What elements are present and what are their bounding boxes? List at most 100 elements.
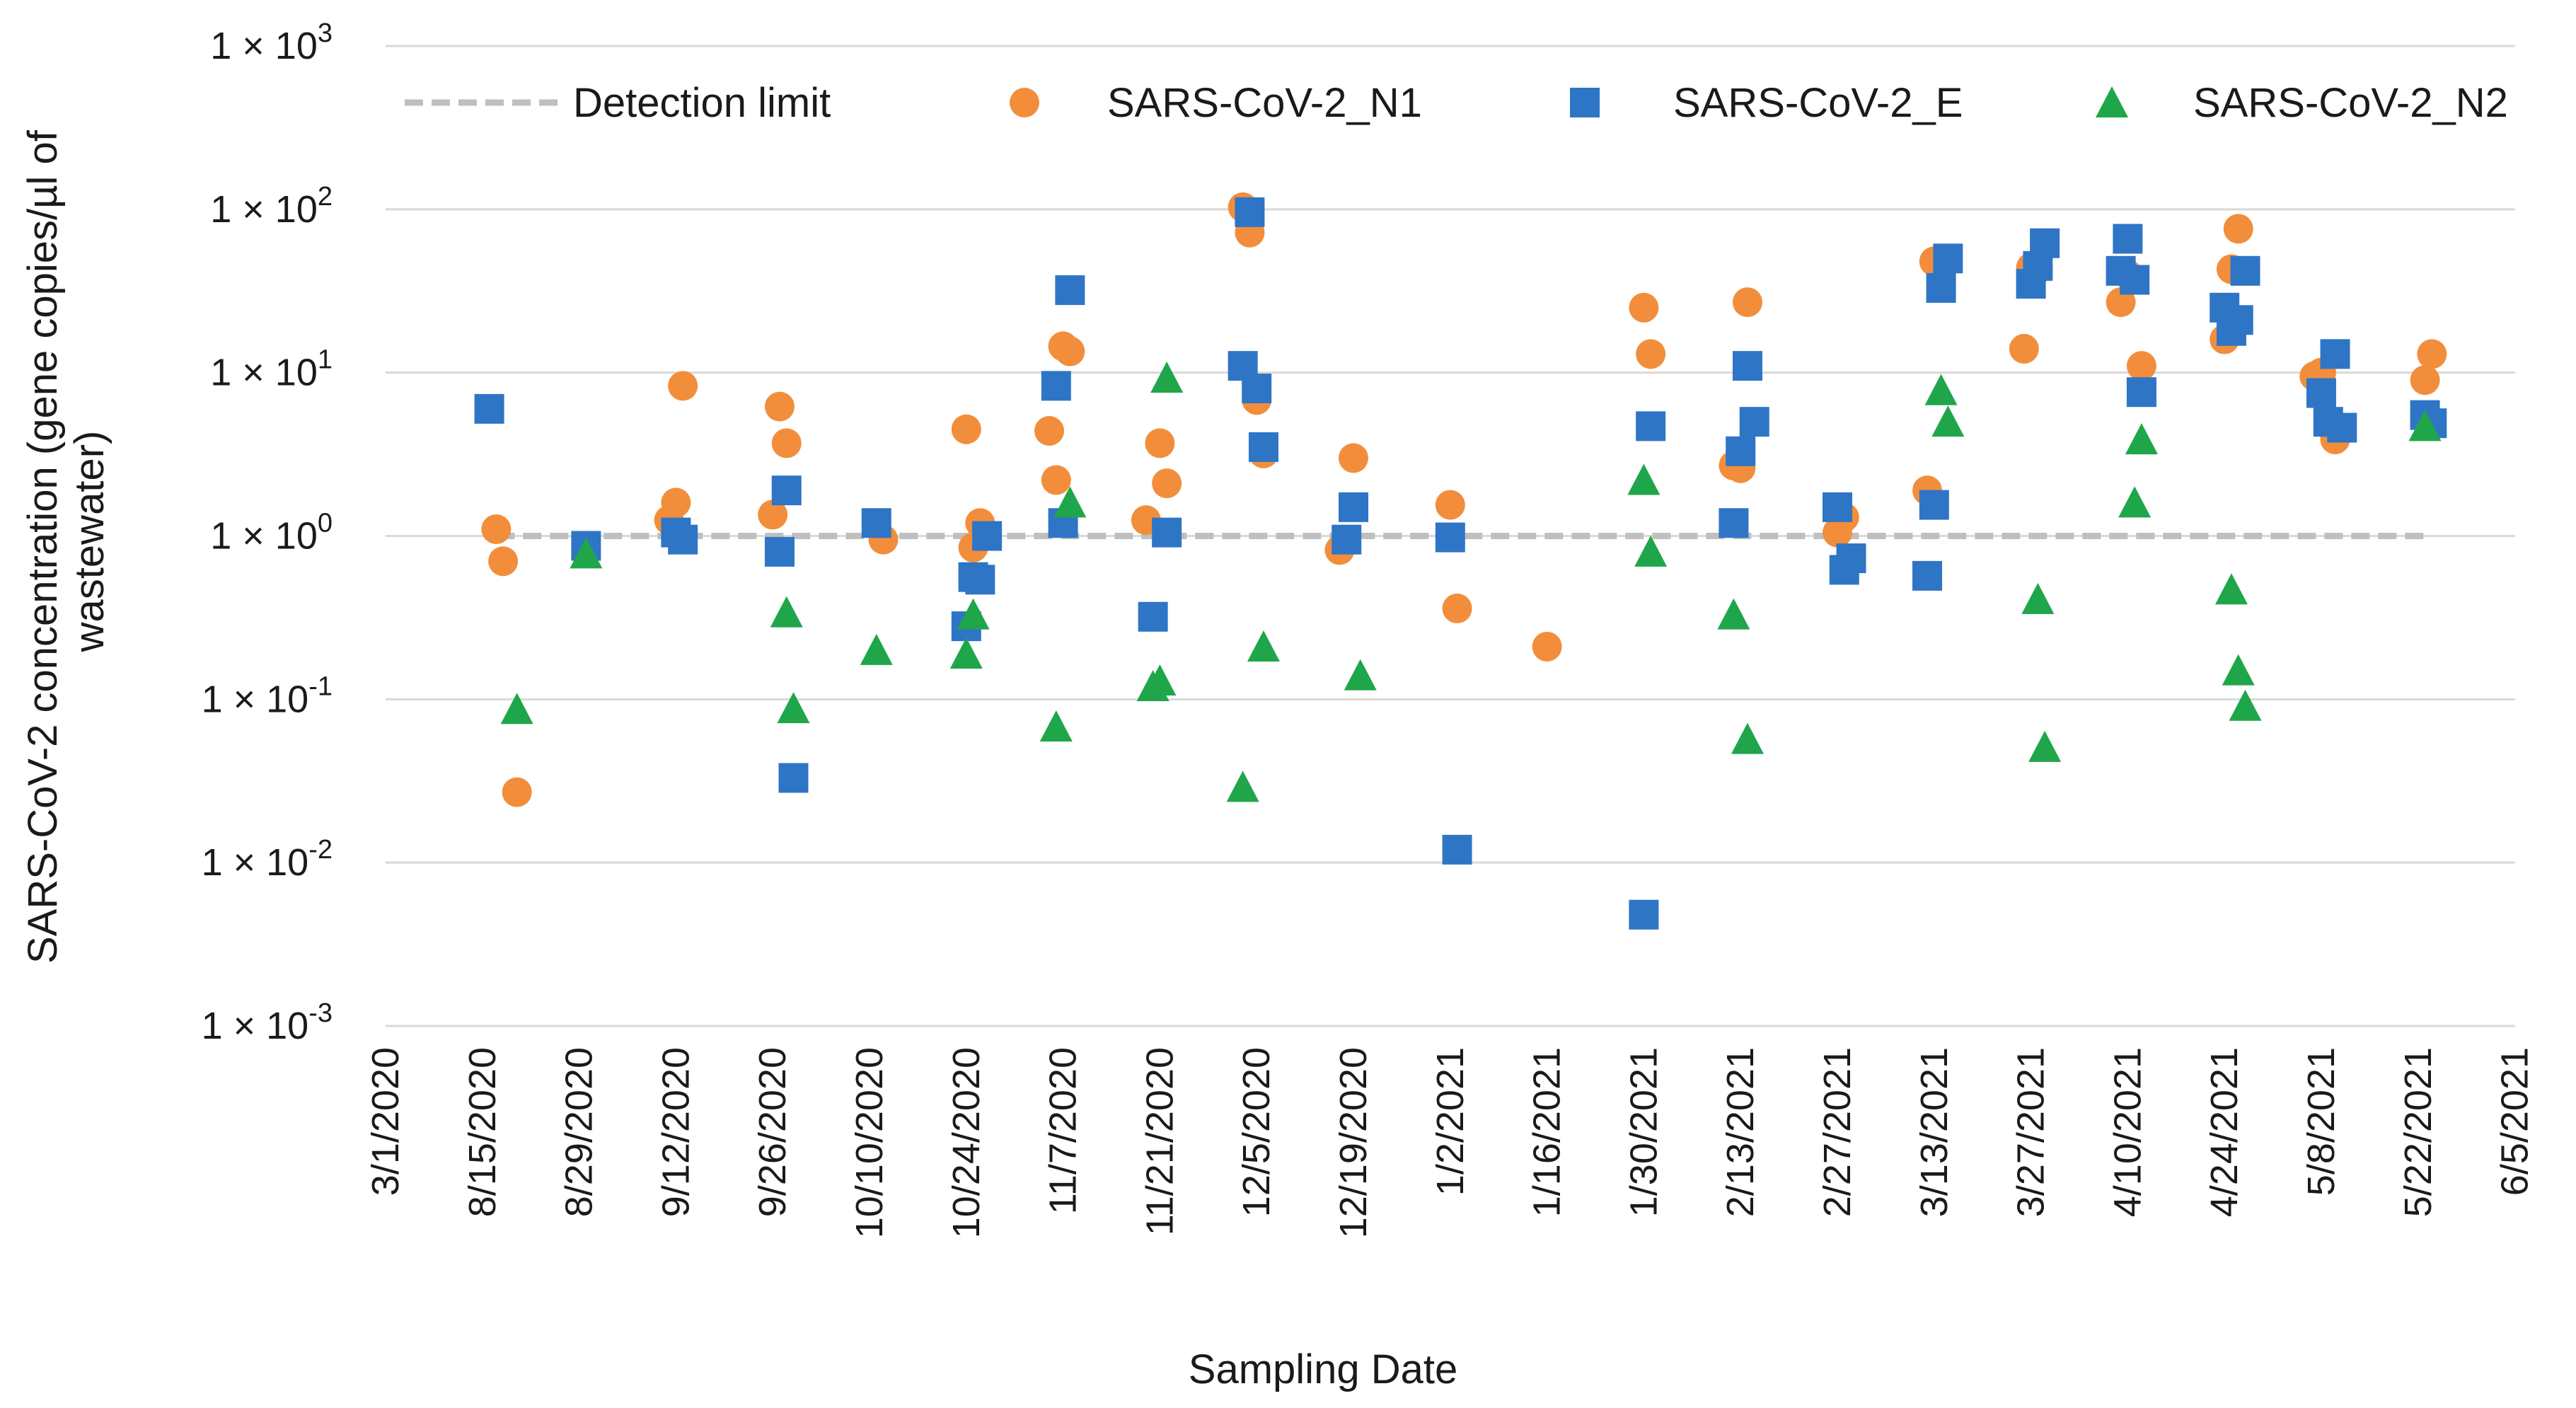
- point-triangle: [2222, 654, 2255, 686]
- point-square: [972, 521, 1003, 551]
- point-circle: [2106, 287, 2136, 318]
- point-circle: [1339, 443, 1368, 473]
- point-square: [1912, 560, 1943, 591]
- legend-label-square: SARS-CoV-2_E: [1673, 80, 1963, 126]
- point-triangle: [500, 693, 533, 725]
- point-circle: [1442, 593, 1472, 623]
- x-tick-label: 3/27/2021: [2010, 1047, 2052, 1217]
- point-square: [668, 524, 698, 555]
- x-tick-label: 1/2/2021: [1429, 1047, 1472, 1196]
- x-tick-label: 9/26/2020: [751, 1047, 794, 1217]
- point-square: [764, 536, 795, 567]
- point-triangle: [2021, 582, 2055, 614]
- point-circle: [1532, 631, 1562, 662]
- legend-label-circle: SARS-CoV-2_N1: [1107, 80, 1422, 126]
- point-square: [474, 393, 504, 424]
- point-square: [2120, 265, 2150, 295]
- point-circle: [2009, 333, 2039, 364]
- x-tick-label: 11/21/2020: [1138, 1047, 1181, 1235]
- point-square: [2230, 255, 2260, 286]
- point-circle: [661, 487, 691, 518]
- x-tick-label: 8/29/2020: [558, 1047, 601, 1217]
- point-square: [1055, 275, 1085, 306]
- point-square: [2327, 412, 2357, 443]
- point-circle: [481, 514, 512, 544]
- point-circle: [2223, 214, 2253, 244]
- y-tick-label: 1 × 100: [210, 509, 333, 558]
- point-circle: [1041, 465, 1071, 495]
- point-square: [771, 475, 802, 506]
- legend-label-triangle: SARS-CoV-2_N2: [2193, 80, 2508, 126]
- point-triangle: [770, 596, 803, 628]
- point-triangle: [2028, 730, 2062, 762]
- x-tick-label: 1/30/2021: [1622, 1047, 1665, 1217]
- x-tick-label: 4/10/2021: [2106, 1047, 2149, 1217]
- point-circle: [771, 428, 802, 458]
- point-square: [778, 763, 809, 793]
- point-square: [2223, 305, 2253, 335]
- point-triangle: [1731, 722, 1764, 754]
- x-tick-label: 2/13/2021: [1719, 1047, 1762, 1217]
- point-circle: [1629, 292, 1659, 323]
- point-triangle: [1039, 710, 1073, 741]
- point-square: [861, 508, 891, 538]
- x-tick-label: 8/15/2020: [461, 1047, 504, 1217]
- point-square: [1629, 899, 1659, 930]
- y-tick-label: 1 × 10-3: [202, 998, 333, 1047]
- point-square: [1242, 374, 1272, 404]
- point-circle: [1732, 287, 1762, 318]
- point-square: [1823, 492, 1852, 522]
- point-triangle: [1247, 630, 1280, 662]
- point-triangle: [1344, 659, 1377, 691]
- point-square: [965, 565, 995, 595]
- point-square: [1041, 371, 1071, 401]
- point-square: [1732, 351, 1762, 381]
- point-triangle: [957, 598, 990, 630]
- point-triangle: [1150, 361, 1184, 393]
- point-circle: [502, 777, 532, 807]
- point-circle: [758, 500, 788, 530]
- point-square: [2030, 228, 2060, 258]
- point-square: [1726, 436, 1756, 466]
- point-circle: [2417, 339, 2447, 369]
- x-tick-label: 5/22/2021: [2397, 1047, 2439, 1217]
- point-circle: [1034, 415, 1065, 446]
- x-tick-label: 12/5/2020: [1235, 1047, 1278, 1217]
- point-square: [1248, 432, 1278, 462]
- point-triangle: [1634, 535, 1668, 567]
- point-square: [1739, 407, 1769, 437]
- data-points: [474, 192, 2447, 930]
- x-tick-label: 11/7/2020: [1042, 1047, 1085, 1214]
- point-triangle: [1053, 486, 1087, 518]
- point-square: [2126, 377, 2156, 408]
- y-tick-label: 1 × 102: [210, 182, 333, 231]
- x-tick-label: 4/24/2021: [2203, 1047, 2246, 1217]
- point-circle: [764, 391, 795, 422]
- point-circle: [1435, 490, 1465, 520]
- legend-swatch-square: [1570, 88, 1600, 117]
- point-circle: [1055, 336, 1085, 367]
- point-circle: [1145, 428, 1175, 458]
- point-triangle: [2125, 423, 2158, 455]
- x-axis-ticks: 3/1/2020 8/15/2020 8/29/2020 9/12/2020 9/26/…: [364, 1047, 2536, 1238]
- legend-label-detection-limit: Detection limit: [573, 80, 831, 126]
- point-circle: [668, 371, 698, 401]
- point-triangle: [2408, 410, 2442, 442]
- point-square: [1332, 524, 1362, 555]
- point-triangle: [1717, 598, 1750, 630]
- x-tick-label: 10/24/2020: [945, 1047, 988, 1238]
- point-square: [1836, 543, 1866, 574]
- x-tick-label: 5/8/2021: [2300, 1047, 2343, 1196]
- point-square: [1152, 517, 1182, 548]
- point-triangle: [2118, 486, 2152, 518]
- point-circle: [1636, 339, 1666, 369]
- y-axis-title-line-1: SARS-CoV-2 concentration (gene copies/µl…: [20, 129, 66, 964]
- y-axis-ticks: 1 × 10-3 1 × 10-2 1 × 10-1 1 × 100 1 × 101 1 …: [202, 18, 333, 1047]
- x-tick-label: 10/10/2020: [848, 1047, 891, 1238]
- legend: Detection limit SARS-CoV-2_N1 SARS-CoV-2_E…: [405, 80, 2508, 126]
- point-triangle: [1627, 463, 1660, 495]
- x-tick-label: 12/19/2020: [1332, 1047, 1375, 1238]
- point-square: [2113, 224, 2143, 254]
- point-square: [1138, 601, 1168, 632]
- point-triangle: [1931, 405, 1965, 437]
